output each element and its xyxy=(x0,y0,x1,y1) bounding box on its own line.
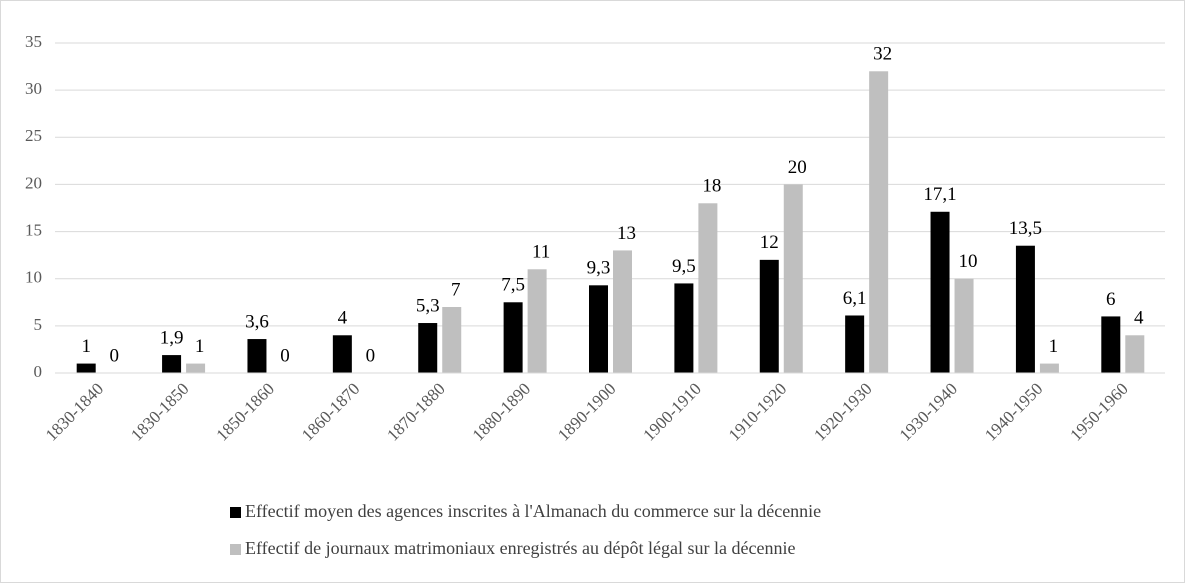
y-tick-label: 5 xyxy=(34,315,43,334)
bar xyxy=(418,323,438,373)
bar xyxy=(527,269,547,373)
bar xyxy=(442,307,462,373)
bar xyxy=(589,285,608,373)
bar xyxy=(503,302,523,373)
y-tick-label: 25 xyxy=(25,126,42,145)
y-tick-label: 15 xyxy=(25,220,42,239)
data-label: 0 xyxy=(366,345,376,366)
data-label: 9,3 xyxy=(587,258,611,279)
legend-swatch xyxy=(230,544,241,555)
data-label: 6,1 xyxy=(843,288,867,309)
data-label: 5,3 xyxy=(416,295,440,316)
y-tick-label: 35 xyxy=(25,32,42,51)
bar xyxy=(1101,316,1121,373)
bar xyxy=(783,184,803,373)
data-label: 9,5 xyxy=(672,256,696,277)
data-label: 7 xyxy=(451,279,461,300)
bar xyxy=(845,315,865,373)
bar xyxy=(1015,245,1035,373)
bar xyxy=(954,278,974,373)
data-label: 4 xyxy=(338,308,348,329)
data-label: 1 xyxy=(1049,336,1059,357)
data-label: 17,1 xyxy=(923,184,956,205)
data-label: 10 xyxy=(959,251,978,272)
data-label: 0 xyxy=(280,345,290,366)
data-label: 32 xyxy=(873,44,892,65)
data-label: 0 xyxy=(109,345,119,366)
bar xyxy=(76,363,96,373)
bar xyxy=(1125,335,1145,373)
bar xyxy=(332,335,352,373)
data-label: 13,5 xyxy=(1009,218,1042,239)
y-tick-label: 20 xyxy=(25,173,42,192)
bar xyxy=(674,283,694,373)
data-label: 12 xyxy=(760,232,779,253)
bar xyxy=(759,259,779,373)
data-label: 6 xyxy=(1106,289,1116,310)
bar xyxy=(186,363,206,373)
y-tick-label: 10 xyxy=(25,268,42,287)
bar xyxy=(930,211,950,373)
y-tick-label: 30 xyxy=(25,79,42,98)
bar xyxy=(1039,363,1059,373)
bar xyxy=(698,203,718,373)
data-label: 11 xyxy=(532,242,550,263)
data-label: 4 xyxy=(1134,308,1144,329)
data-label: 13 xyxy=(617,223,636,244)
data-label: 18 xyxy=(702,176,721,197)
data-label: 3,6 xyxy=(245,311,269,332)
legend-label: Effectif moyen des agences inscrites à l… xyxy=(245,501,821,521)
bar xyxy=(869,71,889,374)
data-label: 1 xyxy=(81,336,91,357)
data-label: 7,5 xyxy=(501,275,525,296)
data-label: 20 xyxy=(788,157,807,178)
data-label: 1,9 xyxy=(160,327,184,348)
bar xyxy=(247,339,267,373)
data-label: 1 xyxy=(195,336,205,357)
bar xyxy=(162,355,182,373)
legend-swatch xyxy=(230,507,241,518)
legend-label: Effectif de journaux matrimoniaux enregi… xyxy=(245,538,795,558)
y-tick-label: 0 xyxy=(34,362,43,381)
bar xyxy=(613,250,632,373)
